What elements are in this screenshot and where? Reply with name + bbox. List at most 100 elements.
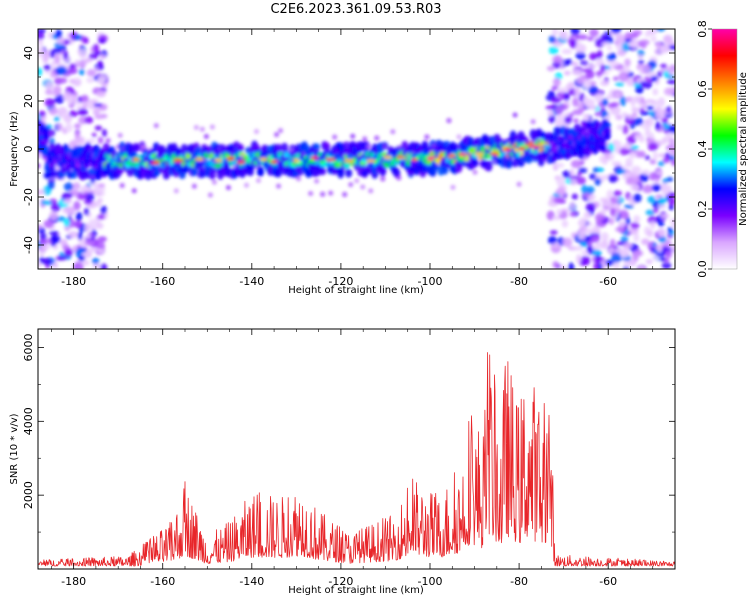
noise-cell	[602, 201, 611, 207]
noise-cell	[595, 70, 603, 77]
noise-cell	[571, 193, 578, 200]
noise-cell	[619, 96, 627, 107]
noise-cell	[637, 59, 645, 65]
noise-cell	[100, 263, 108, 269]
noise-cell	[641, 41, 647, 49]
noise-cell	[661, 186, 671, 196]
noise-cell	[594, 178, 602, 186]
band-scatter-cell	[131, 188, 137, 194]
band-scatter-cell	[274, 132, 280, 138]
band-halo-cell	[84, 142, 92, 152]
noise-cell	[589, 52, 599, 61]
noise-cell	[671, 220, 675, 229]
noise-cell	[44, 98, 55, 107]
noise-cell	[572, 109, 584, 116]
noise-cell	[606, 53, 616, 61]
noise-cell	[42, 200, 52, 206]
noise-cell	[74, 80, 81, 86]
x-tick-label: -180	[61, 575, 86, 588]
band-hotspot-cell	[458, 152, 467, 157]
noise-cell	[101, 128, 108, 137]
noise-cell	[594, 213, 605, 222]
noise-cell	[623, 204, 635, 209]
noise-cell	[41, 257, 53, 266]
noise-cell	[667, 226, 673, 233]
noise-cell	[618, 71, 629, 82]
noise-cell	[655, 42, 662, 49]
band-halo-cell	[379, 164, 387, 175]
noise-cell	[625, 217, 631, 225]
band-scatter-cell	[209, 124, 215, 130]
band-scatter-cell	[105, 138, 111, 144]
noise-cell	[604, 153, 611, 160]
band-scatter-cell	[278, 128, 284, 134]
band-scatter-cell	[296, 176, 302, 182]
noise-cell	[94, 114, 104, 120]
band-scatter-cell	[119, 183, 125, 189]
noise-cell	[76, 263, 84, 269]
noise-cell	[95, 222, 104, 230]
noise-cell	[623, 260, 629, 268]
noise-cell	[588, 63, 596, 70]
band-scatter-cell	[368, 188, 374, 194]
band-core-cell	[604, 130, 611, 136]
noise-cell	[632, 95, 642, 103]
noise-cell	[569, 177, 578, 186]
noise-cell	[576, 254, 582, 264]
noise-cell	[97, 59, 104, 70]
band-core-cell	[343, 162, 350, 168]
band-scatter-cell	[360, 184, 366, 190]
noise-cell	[613, 91, 622, 98]
noise-cell	[642, 184, 654, 194]
noise-cell	[577, 102, 585, 109]
band-scatter-cell	[324, 142, 330, 148]
band-scatter-cell	[308, 190, 314, 196]
noise-cell	[73, 201, 81, 211]
noise-cell	[622, 242, 633, 250]
band-scatter-cell	[348, 182, 354, 188]
noise-cell	[78, 60, 87, 69]
band-halo-cell	[603, 121, 611, 129]
noise-cell	[562, 170, 571, 179]
noise-cell	[605, 94, 613, 100]
noise-cell	[98, 248, 105, 254]
noise-cell	[63, 182, 74, 191]
noise-cell	[633, 193, 642, 203]
band-hotspot-cell	[448, 153, 456, 158]
band-scatter-cell	[576, 171, 582, 177]
noise-cell	[599, 197, 610, 203]
band-scatter-cell	[225, 185, 231, 191]
noise-cell	[564, 115, 573, 124]
noise-cell	[629, 151, 637, 159]
noise-cell	[649, 172, 657, 181]
noise-cell	[608, 217, 615, 225]
noise-cell	[612, 261, 620, 269]
band-halo-cell	[42, 126, 50, 136]
noise-cell	[553, 196, 564, 204]
x-tick-label: -180	[61, 275, 86, 288]
noise-cell	[629, 227, 639, 235]
band-hotspot-cell	[427, 156, 436, 160]
band-scatter-cell	[91, 132, 97, 138]
noise-cell	[631, 165, 642, 175]
noise-cell	[609, 238, 616, 249]
noise-cell	[74, 137, 85, 144]
noise-cell	[665, 250, 672, 259]
noise-cell	[601, 98, 609, 106]
noise-cell	[565, 58, 573, 66]
noise-cell	[587, 240, 593, 247]
band-scatter-cell	[199, 126, 205, 132]
band-scatter-cell	[203, 133, 209, 139]
noise-cell	[86, 77, 95, 84]
noise-cell	[581, 184, 588, 194]
noise-cell	[626, 114, 634, 119]
noise-cell	[641, 238, 650, 246]
noise-cell	[38, 151, 41, 159]
noise-cell	[659, 256, 667, 262]
band-hotspot-cell	[366, 159, 376, 163]
band-core-cell	[43, 134, 50, 140]
noise-cell	[42, 54, 49, 64]
noise-cell	[620, 248, 630, 258]
noise-cell	[38, 261, 42, 268]
noise-cell	[639, 173, 649, 183]
